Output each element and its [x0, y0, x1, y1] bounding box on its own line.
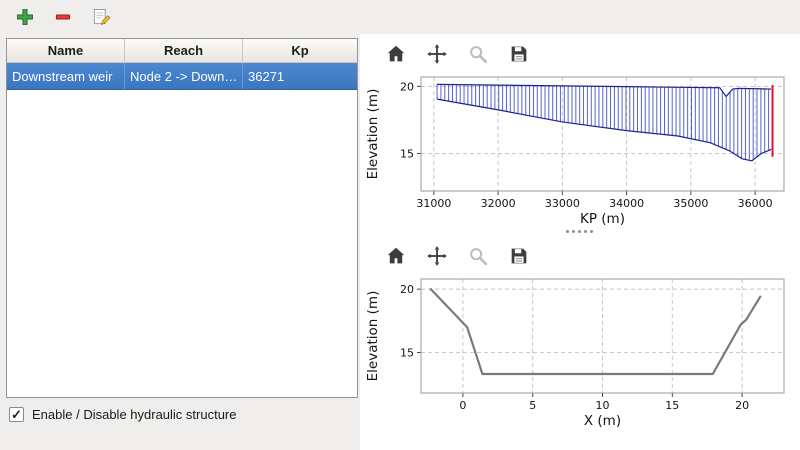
main-toolbar	[0, 0, 800, 34]
pan-icon	[427, 246, 447, 266]
column-header-kp[interactable]: Kp	[291, 43, 309, 58]
svg-text:20: 20	[400, 283, 414, 296]
edit-structure-button[interactable]	[88, 4, 114, 30]
save-button[interactable]	[507, 244, 531, 268]
longitudinal-profile-chart: 31000 32000 33000 34000 35000 36000 15 20 KP (m)…	[364, 70, 794, 228]
svg-text:20: 20	[400, 80, 414, 93]
home-button[interactable]	[384, 42, 408, 66]
svg-text:33000: 33000	[545, 197, 580, 210]
svg-text:10: 10	[596, 399, 610, 412]
zoom-button[interactable]	[466, 244, 490, 268]
structures-panel: Name Reach Kp Downstream weir Node 2 -> …	[6, 38, 358, 398]
pan-button[interactable]	[425, 244, 449, 268]
edit-icon	[93, 9, 111, 26]
svg-text:15: 15	[665, 399, 679, 412]
svg-text:0: 0	[459, 399, 466, 412]
pan-button[interactable]	[425, 42, 449, 66]
svg-text:5: 5	[529, 399, 536, 412]
pan-icon	[427, 44, 447, 64]
save-button[interactable]	[507, 42, 531, 66]
home-icon	[387, 45, 405, 62]
remove-icon	[55, 14, 71, 20]
plot-toolbar-top	[364, 38, 798, 70]
column-header-reach[interactable]: Reach	[125, 39, 243, 62]
svg-text:KP (m): KP (m)	[580, 211, 625, 227]
svg-text:20: 20	[735, 399, 749, 412]
svg-text:36000: 36000	[738, 197, 773, 210]
cell-name: Downstream weir	[7, 63, 125, 89]
checkmark-icon: ✓	[11, 407, 22, 422]
cell-kp: 36271	[248, 68, 285, 84]
save-icon	[511, 248, 527, 264]
svg-text:31000: 31000	[416, 197, 451, 210]
svg-text:Elevation (m): Elevation (m)	[365, 291, 381, 382]
table-header: Name Reach Kp	[7, 39, 357, 63]
home-button[interactable]	[384, 244, 408, 268]
svg-text:32000: 32000	[481, 197, 516, 210]
enable-structure-row: ✓ Enable / Disable hydraulic structure	[9, 407, 237, 422]
svg-text:15: 15	[400, 147, 414, 160]
longitudinal-plot-card: 31000 32000 33000 34000 35000 36000 15 20 KP (m)…	[364, 38, 798, 228]
column-header-name[interactable]: Name	[7, 39, 125, 62]
cell-reach: Node 2 -> Down…	[125, 63, 243, 89]
home-icon	[387, 247, 405, 264]
remove-structure-button[interactable]	[50, 4, 76, 30]
svg-text:35000: 35000	[673, 197, 708, 210]
splitter-grip[interactable]	[561, 228, 597, 234]
svg-text:X (m): X (m)	[584, 413, 621, 429]
add-structure-button[interactable]	[12, 4, 38, 30]
plot-toolbar-bottom	[364, 240, 798, 272]
table-row-downstream-weir[interactable]: Downstream weir Node 2 -> Down… 36271	[7, 63, 357, 90]
svg-text:15: 15	[400, 346, 414, 359]
save-icon	[511, 46, 527, 62]
add-icon	[17, 9, 33, 25]
svg-text:34000: 34000	[609, 197, 644, 210]
enable-structure-label: Enable / Disable hydraulic structure	[32, 407, 237, 422]
zoom-icon	[470, 46, 488, 64]
enable-structure-checkbox[interactable]: ✓	[9, 407, 24, 422]
plots-panel: 31000 32000 33000 34000 35000 36000 15 20 KP (m)…	[360, 34, 800, 450]
zoom-button[interactable]	[466, 42, 490, 66]
zoom-icon	[470, 248, 488, 266]
cross-section-chart: 0 5 10 15 20 15 20 X (m) Elevation (m)	[364, 272, 794, 430]
svg-text:Elevation (m): Elevation (m)	[365, 89, 381, 180]
cross-section-plot-card: 0 5 10 15 20 15 20 X (m) Elevation (m)	[364, 240, 798, 430]
